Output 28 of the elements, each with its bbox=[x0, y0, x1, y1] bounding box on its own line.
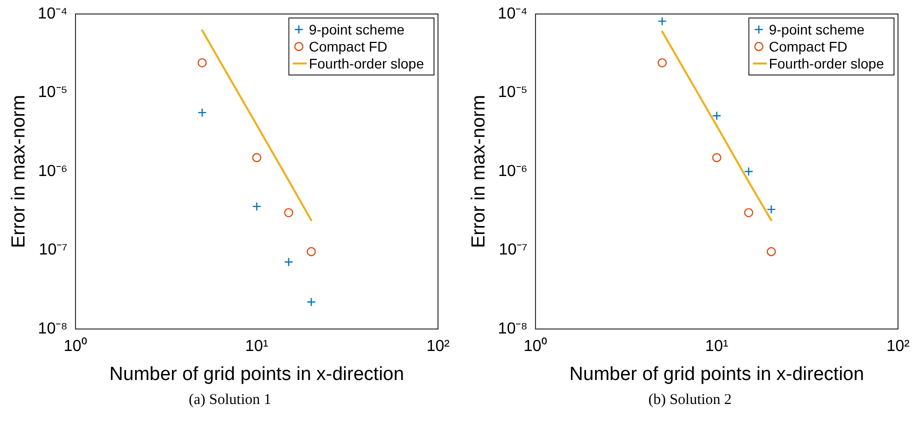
legend-label: Compact FD bbox=[768, 38, 848, 54]
x-tick-label: 10² bbox=[886, 338, 910, 356]
y-tick-label: 10⁻⁶ bbox=[498, 162, 528, 180]
x-tick-label: 10¹ bbox=[705, 338, 728, 356]
x-tick-label: 10¹ bbox=[245, 338, 268, 356]
y-tick-label: 10⁻⁷ bbox=[38, 242, 68, 259]
x-axis-title: Number of grid points in x-direction bbox=[109, 364, 404, 385]
y-tick-label: 10⁻⁸ bbox=[498, 320, 528, 338]
y-tick-label: 10⁻⁴ bbox=[498, 5, 528, 22]
x-tick-label: 10⁰ bbox=[64, 337, 88, 356]
y-tick-label: 10⁻⁵ bbox=[498, 84, 528, 102]
legend-label: Compact FD bbox=[308, 38, 388, 54]
legend-label: Fourth-order slope bbox=[308, 55, 424, 72]
legend-label: Fourth-order slope bbox=[768, 55, 884, 72]
y-tick-label: 10⁻⁵ bbox=[38, 84, 68, 102]
y-axis-title: Error in max-norm bbox=[8, 94, 30, 248]
legend-label: 9-point scheme bbox=[308, 21, 405, 38]
y-tick-label: 10⁻⁷ bbox=[498, 242, 528, 259]
x-tick-label: 10² bbox=[426, 338, 450, 356]
x-tick-label: 10⁰ bbox=[524, 337, 548, 356]
x-axis-title: Number of grid points in x-direction bbox=[569, 364, 864, 385]
y-tick-label: 10⁻⁶ bbox=[38, 162, 68, 180]
y-tick-label: 10⁻⁴ bbox=[38, 5, 68, 22]
text: (a) Solution 1 bbox=[188, 392, 272, 409]
legend-label: 9-point scheme bbox=[768, 21, 865, 38]
y-tick-label: 10⁻⁸ bbox=[38, 320, 68, 338]
y-axis-title: Error in max-norm bbox=[468, 94, 490, 248]
text: (b) Solution 2 bbox=[647, 392, 733, 409]
